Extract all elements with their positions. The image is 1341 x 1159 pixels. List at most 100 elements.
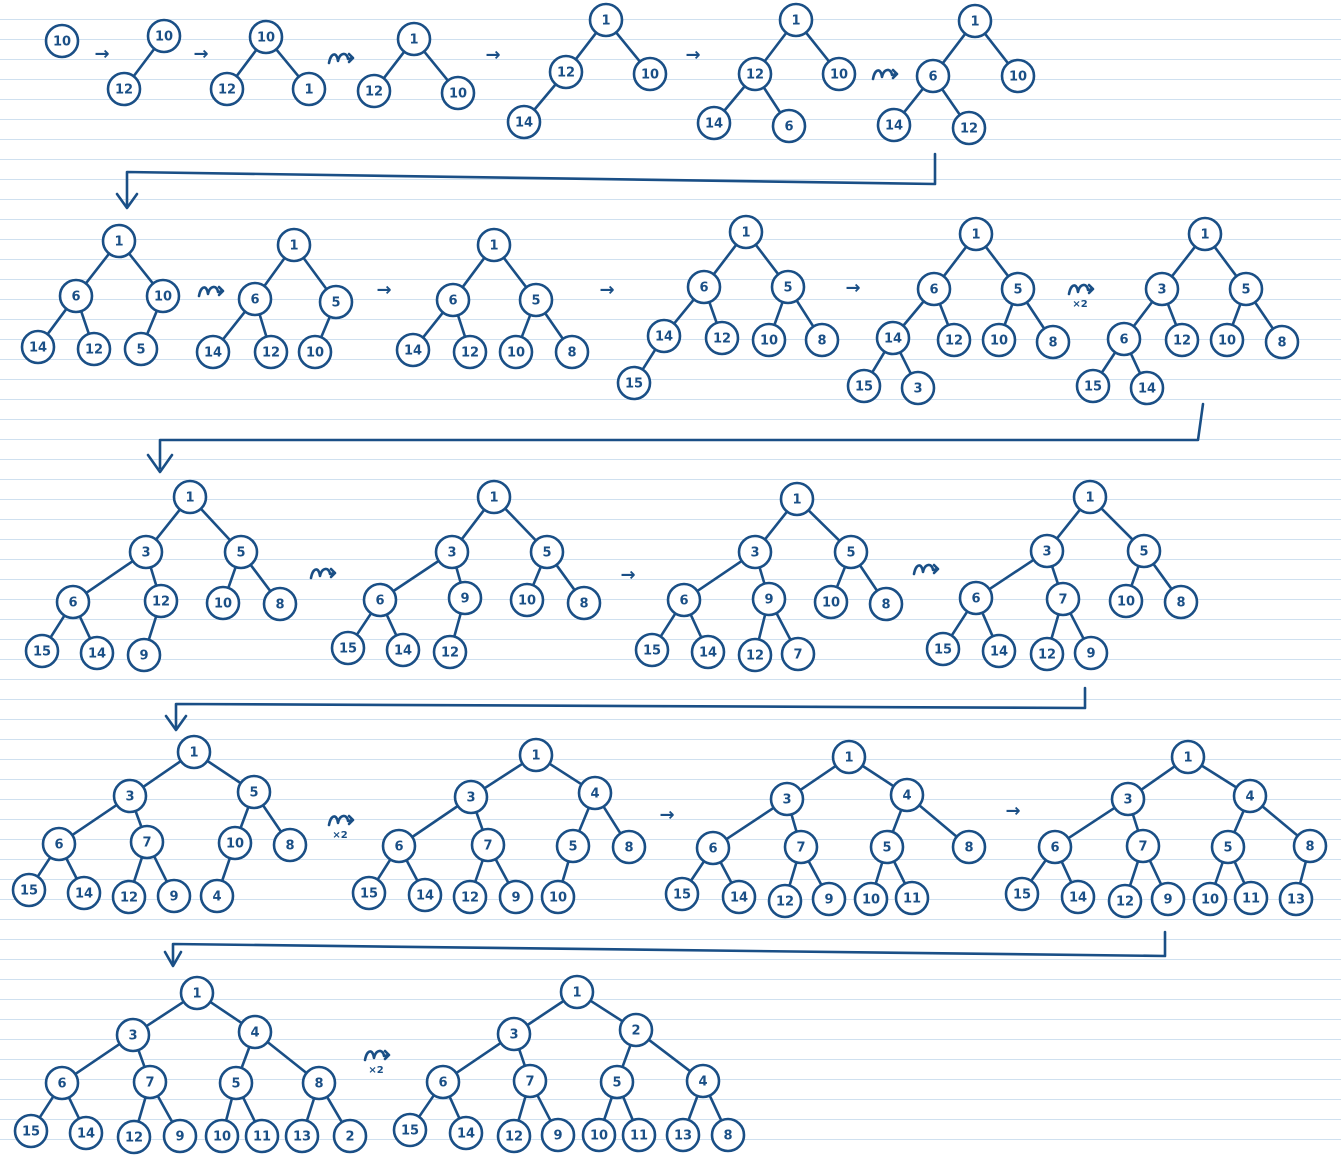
- node-value: 1: [189, 746, 198, 761]
- tree-edge: [725, 806, 775, 841]
- heap-node: 10: [44, 23, 80, 59]
- heap-step-7: 1 6 10 14 12: [876, 3, 1036, 146]
- heap-step-18: 1 3 5 6 7 10 8 15 14 12 9 4: [11, 734, 308, 915]
- heap-node: 14: [721, 879, 757, 915]
- tree-edge: [1233, 860, 1246, 885]
- tree-edge: [602, 805, 622, 835]
- tree-edge: [392, 559, 440, 593]
- node-circle: [618, 1012, 654, 1048]
- heap-node: 8: [1264, 324, 1300, 360]
- node-value: 6: [929, 283, 938, 298]
- heap-node: 10: [248, 19, 284, 55]
- node-value: 10: [155, 30, 173, 45]
- heap-node: 11: [244, 1118, 280, 1154]
- node-circle: [392, 1112, 428, 1148]
- node-value: 3: [466, 791, 475, 806]
- node-circle: [24, 633, 60, 669]
- node-circle: [1029, 636, 1065, 672]
- right-arrow-icon: →: [685, 45, 700, 66]
- node-circle: [783, 829, 819, 865]
- heap-node: 12: [1029, 636, 1065, 672]
- heap-node: 5: [318, 284, 354, 320]
- heap-node: 1: [476, 227, 512, 263]
- heap-node: 8: [611, 829, 647, 865]
- node-value: 15: [855, 380, 873, 395]
- heap-node: 5: [1000, 271, 1036, 307]
- heap-node: 13: [284, 1118, 320, 1154]
- node-circle: [875, 320, 911, 356]
- node-value: 8: [964, 841, 973, 856]
- tree-edge: [132, 47, 156, 78]
- node-value: 15: [360, 887, 378, 902]
- tree-edge: [1139, 764, 1177, 792]
- heap-node: 10: [751, 322, 787, 358]
- right-arrow-icon: →: [193, 44, 208, 65]
- heap-node: 5: [1228, 271, 1264, 307]
- heap-node: 12: [356, 73, 392, 109]
- node-value: 3: [125, 790, 134, 805]
- heap-node: 10: [581, 1117, 617, 1153]
- node-value: 6: [375, 594, 384, 609]
- node-circle: [176, 734, 212, 770]
- node-circle: [470, 827, 506, 863]
- tree-edge: [708, 1094, 723, 1122]
- node-circle: [498, 334, 534, 370]
- heap-node: 3: [900, 370, 936, 406]
- node-circle: [217, 825, 253, 861]
- node-circle: [1106, 321, 1142, 357]
- node-value: 9: [764, 593, 773, 608]
- heap-node: 10: [205, 585, 241, 621]
- node-value: 1: [531, 749, 540, 764]
- node-circle: [145, 278, 181, 314]
- heap-node: 14: [876, 107, 912, 143]
- heap-node: 10: [821, 56, 857, 92]
- node-value: 1: [792, 493, 801, 508]
- tree-edge: [64, 856, 79, 881]
- node-circle: [1000, 58, 1036, 94]
- heap-step-1: 10: [44, 23, 80, 59]
- row-wrap-arrow: [158, 402, 1205, 470]
- node-circle: [900, 370, 936, 406]
- heap-node: 13: [665, 1117, 701, 1153]
- node-value: 5: [1241, 283, 1250, 298]
- node-circle: [262, 586, 298, 622]
- tree-edge: [981, 611, 994, 638]
- node-circle: [55, 584, 91, 620]
- node-circle: [686, 269, 722, 305]
- node-value: 14: [1069, 891, 1087, 906]
- tree-edge: [757, 613, 767, 641]
- node-value: 14: [416, 889, 434, 904]
- arrow-symbol: →: [599, 280, 614, 301]
- tree-edge: [417, 1093, 436, 1119]
- tree-edge: [689, 613, 703, 639]
- node-circle: [512, 1063, 548, 1099]
- node-circle: [1278, 881, 1314, 917]
- swap-symbol: [363, 1049, 391, 1062]
- heap-node: 9: [156, 878, 192, 914]
- node-circle: [237, 1014, 273, 1050]
- heap-node: 10: [813, 584, 849, 620]
- tree-edge: [804, 31, 831, 63]
- heap-node: 14: [448, 1115, 484, 1151]
- tree-edge: [220, 856, 232, 883]
- node-value: 6: [54, 838, 63, 853]
- node-value: 3: [447, 546, 456, 561]
- tree-edge: [589, 999, 624, 1023]
- node-value: 1: [192, 987, 201, 1002]
- heap-step-17: 1 3 5 6 7 10 8 15 14 12 9: [925, 479, 1199, 672]
- node-value: 9: [553, 1129, 562, 1144]
- heap-node: 12: [1107, 883, 1143, 919]
- node-circle: [1192, 881, 1228, 917]
- heap-node: 15: [664, 876, 700, 912]
- node-circle: [172, 479, 208, 515]
- heap-step-14: 1 3 5 6 12 10 8 15 14 9: [24, 479, 298, 673]
- tree-edge: [84, 252, 111, 285]
- heap-node: 12: [704, 320, 740, 356]
- node-value: 1: [572, 986, 581, 1001]
- node-circle: [248, 19, 284, 55]
- node-circle: [621, 1117, 657, 1153]
- tree-edge: [1128, 859, 1140, 888]
- node-value: 15: [339, 642, 357, 657]
- tree-edge: [38, 1095, 55, 1119]
- heap-node: 14: [79, 635, 115, 671]
